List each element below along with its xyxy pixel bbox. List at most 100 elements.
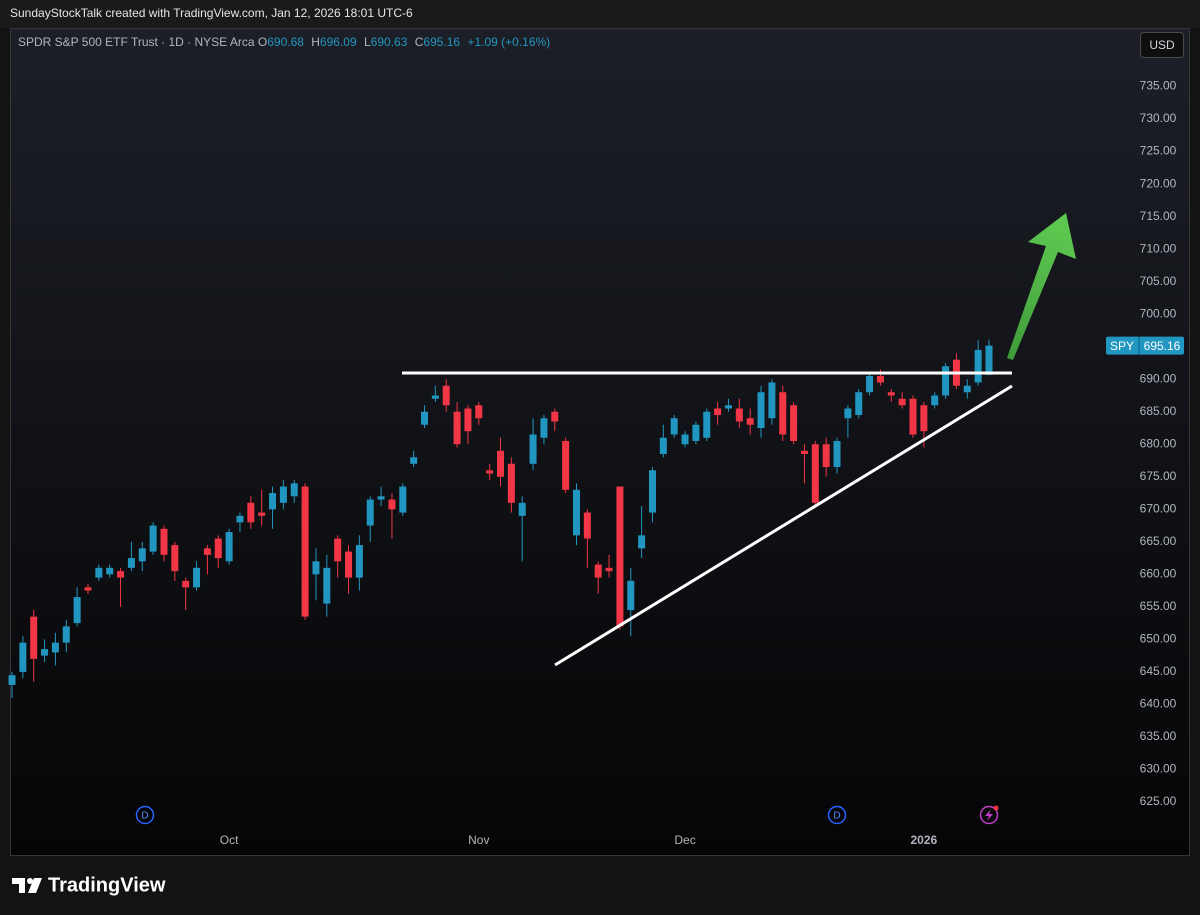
y-tick-label: 650.00 — [1140, 632, 1177, 646]
candle-body — [431, 395, 439, 399]
candle-body — [931, 395, 939, 406]
candle-body — [410, 457, 418, 464]
y-tick-label: 655.00 — [1140, 599, 1177, 613]
dividend-marker[interactable] — [827, 805, 847, 825]
candle-body — [138, 548, 146, 562]
candle-body — [540, 418, 548, 438]
candle-body — [768, 382, 776, 419]
candle-body — [724, 405, 732, 409]
candle-body — [193, 567, 201, 588]
plot-area: 625.00 630.00 635.00 640.00 645.00 650.00 655.… — [8, 79, 1184, 847]
y-tick-label: 630.00 — [1140, 762, 1177, 776]
candle-body — [171, 545, 179, 572]
candle-body — [334, 538, 342, 562]
candle-body — [616, 486, 624, 627]
candle-body — [811, 444, 819, 503]
candle-body — [876, 375, 884, 383]
y-tick-label: 720.00 — [1140, 176, 1177, 190]
candle-body — [670, 418, 678, 435]
candle-body — [844, 408, 852, 419]
candle-body — [377, 496, 385, 500]
chart-panel — [10, 28, 1190, 856]
candle-body — [421, 411, 429, 425]
event-markers: D D — [135, 805, 999, 825]
candle-body — [399, 486, 407, 513]
candle-body — [681, 434, 689, 445]
candle-body — [551, 411, 559, 422]
candle-body — [507, 463, 515, 503]
candle-body — [62, 626, 70, 643]
candle-body — [127, 558, 135, 568]
legend-value: 690.68 — [267, 35, 304, 49]
candle-body — [572, 489, 580, 536]
legend-label: O — [257, 35, 268, 49]
candle-body — [312, 561, 320, 575]
candle-body — [562, 441, 570, 490]
candle-body — [269, 493, 277, 510]
candle-body — [942, 366, 950, 396]
y-tick-label: 730.00 — [1140, 111, 1177, 125]
y-tick-label: 675.00 — [1140, 469, 1177, 483]
candle-body — [714, 408, 722, 415]
dividend-marker[interactable] — [135, 805, 155, 825]
candle-body — [51, 642, 59, 653]
logo-part — [27, 878, 33, 884]
candle-body — [453, 411, 461, 445]
candle-body — [41, 649, 49, 656]
candle-body — [214, 538, 222, 559]
y-tick-label: 705.00 — [1140, 274, 1177, 288]
candle-body — [464, 408, 472, 432]
candle-body — [279, 486, 287, 503]
y-tick-label: 670.00 — [1140, 501, 1177, 515]
y-tick-label: 715.00 — [1140, 209, 1177, 223]
dividend-label: D — [833, 811, 840, 822]
header-text: SundayStockTalk created with TradingView… — [10, 6, 413, 20]
candle-body — [160, 528, 168, 555]
y-tick-label: 710.00 — [1140, 241, 1177, 255]
legend-value: 690.63 — [370, 35, 408, 49]
y-tick-label: 645.00 — [1140, 664, 1177, 678]
logo-part — [12, 878, 25, 893]
candle-body — [475, 405, 483, 419]
candle-body — [800, 450, 808, 455]
legend-value: 695.16 — [423, 35, 461, 49]
y-tick-label: 635.00 — [1140, 729, 1177, 743]
candle-body — [659, 437, 667, 455]
candle-body — [833, 441, 841, 468]
earnings-icon — [985, 809, 993, 821]
candle-body — [497, 450, 504, 477]
candle-body — [638, 535, 646, 549]
y-tick-label: 685.00 — [1140, 404, 1177, 418]
candle-body — [985, 345, 993, 375]
legend-label: L — [363, 35, 371, 49]
candle-body — [974, 349, 982, 383]
currency-button[interactable]: USD — [1140, 32, 1184, 58]
candle-body — [8, 675, 16, 685]
y-tick-label: 700.00 — [1140, 306, 1177, 320]
chart-title: SPDR S&P 500 ETF Trust · 1D · NYSE Arca — [18, 35, 255, 49]
candle-body — [909, 398, 917, 435]
dividend-label: D — [141, 811, 148, 822]
support-trendline — [554, 384, 1013, 667]
candle-body — [963, 385, 971, 393]
candle-body — [866, 375, 874, 393]
candle-body — [746, 418, 754, 425]
candle-body — [822, 444, 830, 468]
candle-body — [627, 580, 635, 611]
candle-body — [73, 597, 81, 624]
candle-body — [247, 502, 255, 523]
earnings-dot — [993, 805, 999, 811]
x-tick-label: Oct — [220, 833, 239, 847]
candle-body — [258, 512, 266, 516]
candle-body — [486, 470, 494, 474]
y-tick-label: 660.00 — [1140, 567, 1177, 581]
price-tag-symbol: SPY — [1110, 339, 1134, 353]
candle-body — [301, 486, 309, 617]
earnings-marker[interactable] — [979, 805, 999, 825]
candle-body — [225, 532, 233, 562]
candle-body — [203, 548, 211, 555]
candle-body — [345, 551, 353, 578]
candle-body — [106, 567, 114, 575]
candle-body — [366, 499, 374, 526]
